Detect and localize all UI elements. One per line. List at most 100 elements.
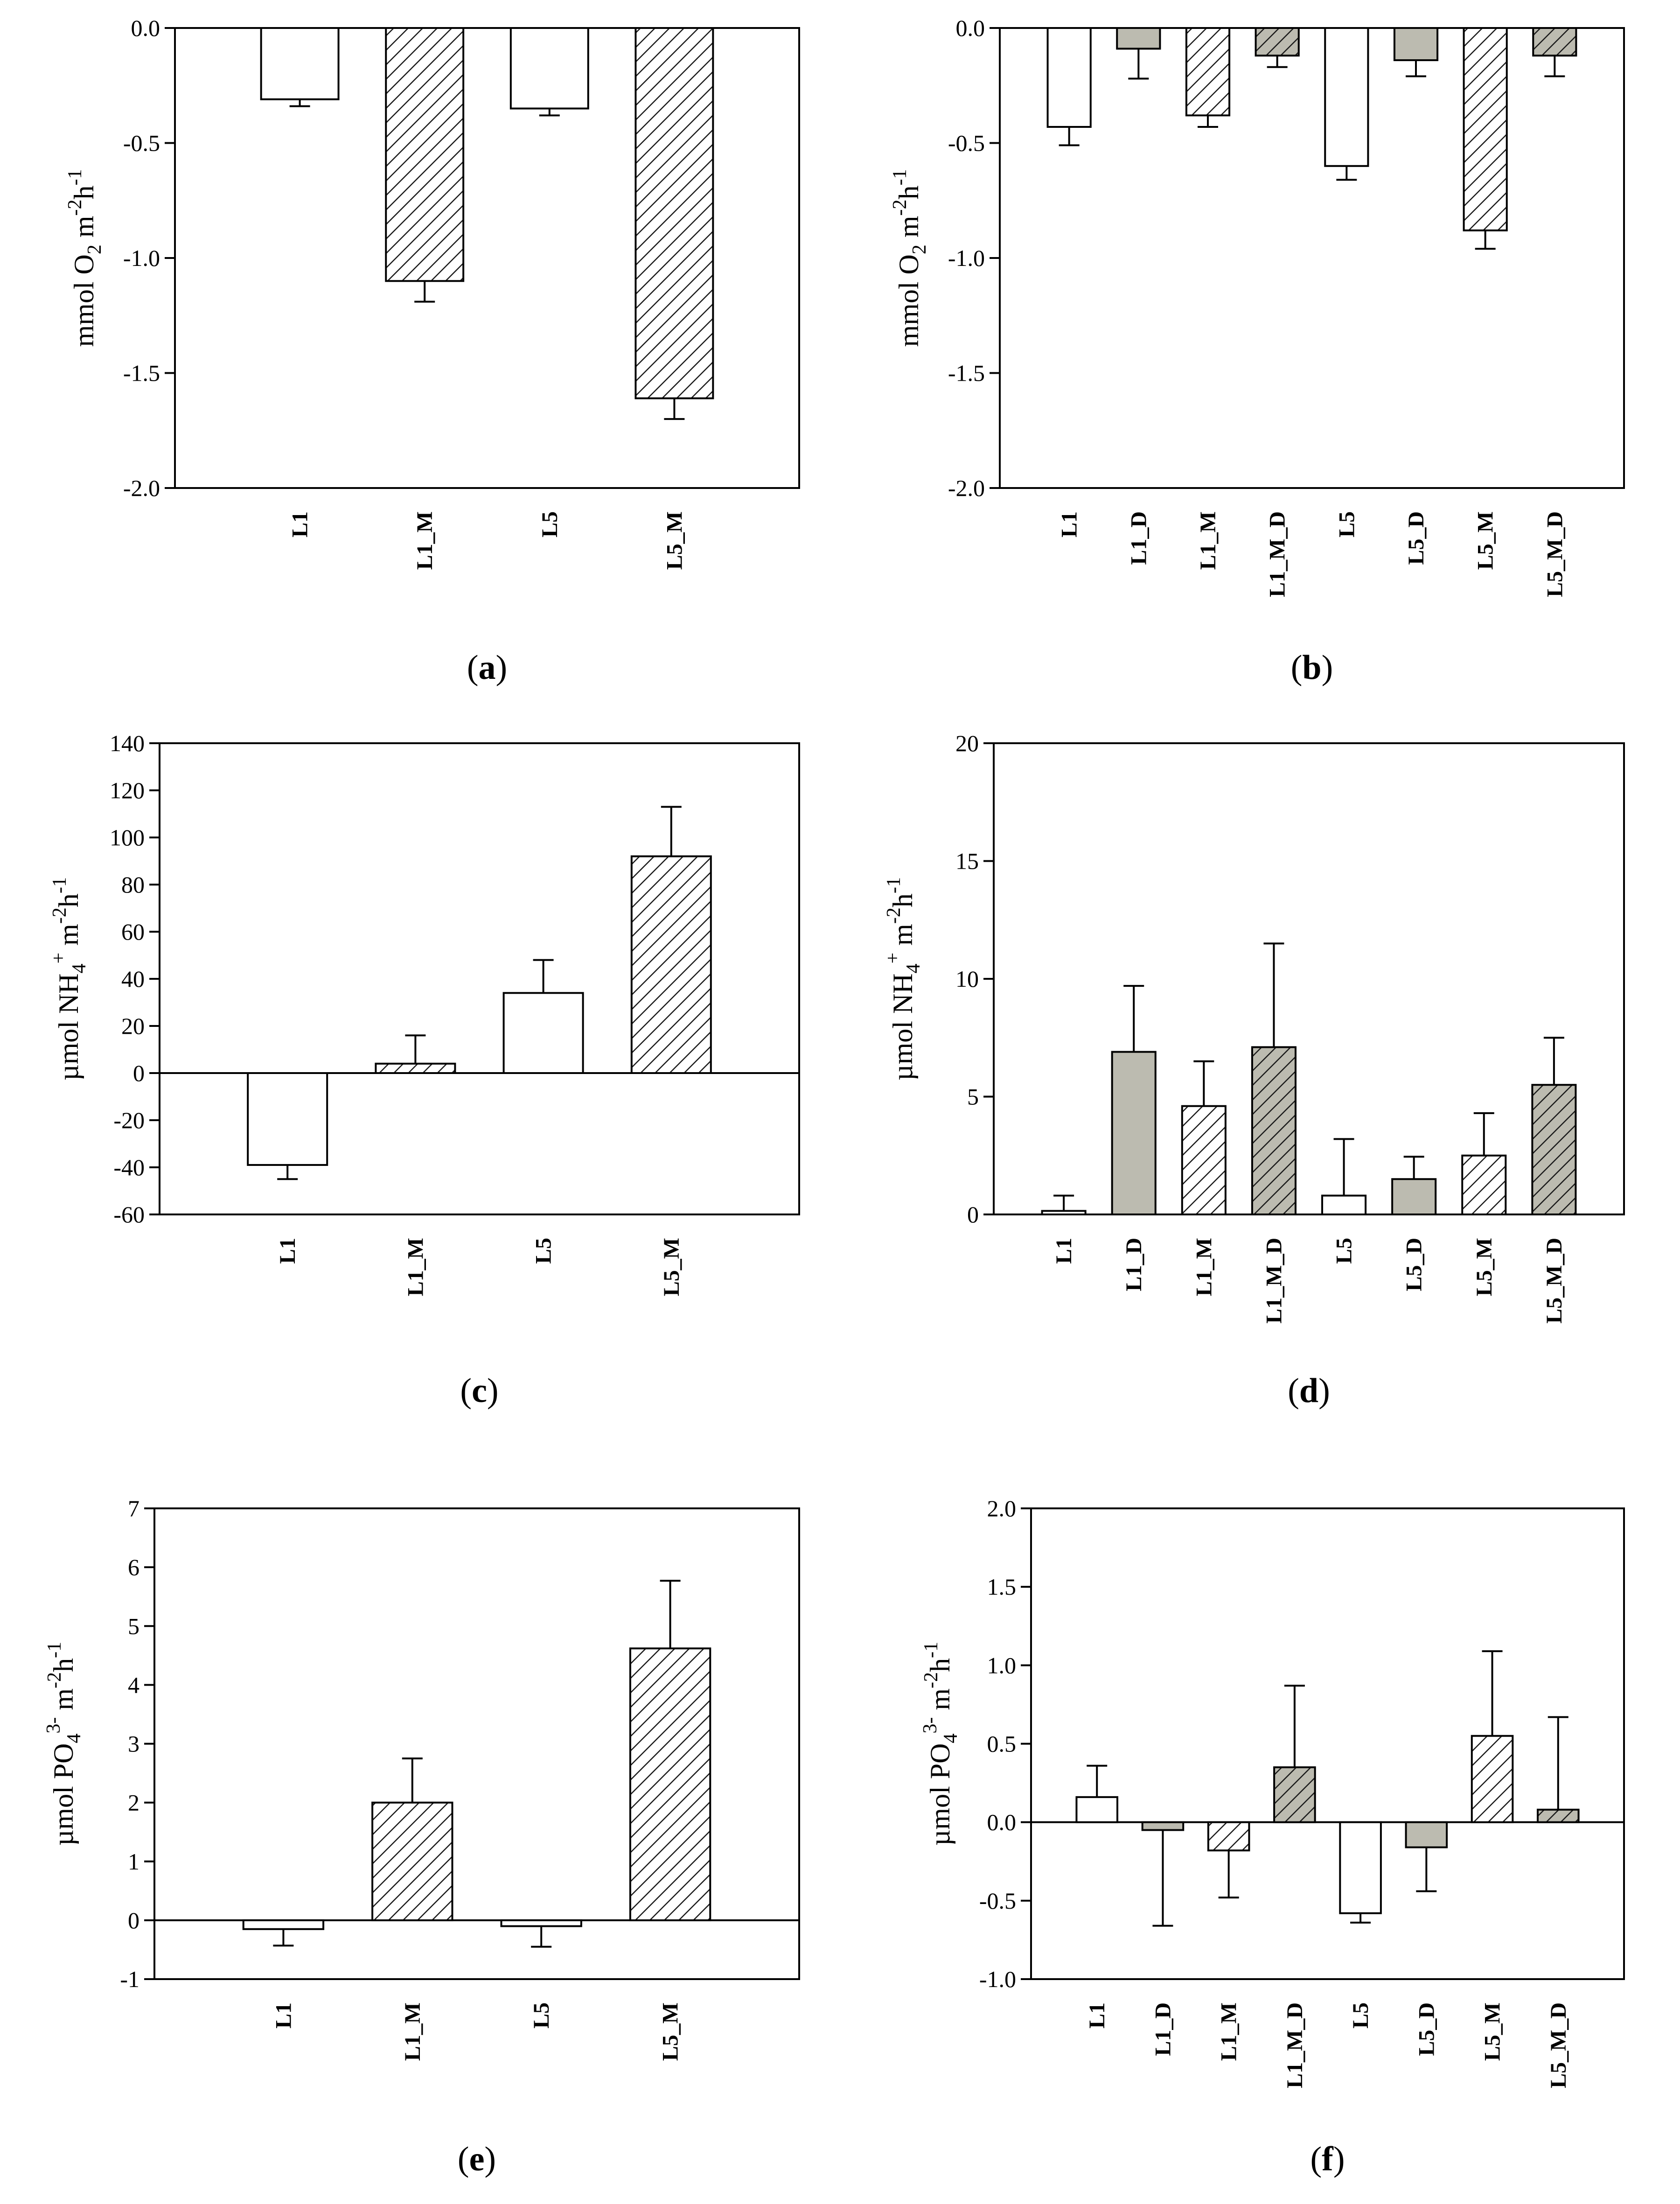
- x-tick-label-b: L5_M: [1473, 511, 1498, 570]
- y-tick-label-e: 7: [128, 1495, 139, 1521]
- bar-f-L5_M: [1471, 1735, 1514, 1823]
- panel-d: 20 15 10 5 0 L1 L1_D L1_M L1_M_D L5 L5_D L5_M L5_M_D…: [882, 730, 1625, 1410]
- y-tick-label-b: -1.5: [948, 360, 985, 386]
- y-tick-label-c: 100: [110, 824, 145, 851]
- x-tick-label-e: L5_M: [658, 2002, 683, 2061]
- x-tick-label-d: L5_D: [1402, 1238, 1427, 1291]
- y-tick-label-f: 1.5: [987, 1574, 1017, 1600]
- y-tick-label-a: -1.5: [123, 360, 160, 386]
- y-tick-label-c: -20: [113, 1107, 145, 1133]
- y-tick-label-e: 5: [128, 1613, 139, 1639]
- y-axis-label-c: µmol NH4+ m-2h-1: [48, 877, 90, 1081]
- bar-d-L1: [1041, 1210, 1087, 1216]
- y-tick-label-a: -0.5: [123, 130, 160, 156]
- y-tick-label-b: 0.0: [956, 15, 985, 41]
- x-tick-label-a: L1_M: [412, 511, 437, 570]
- bar-b-L1_M_D: [1255, 27, 1300, 57]
- bar-d-L5_M: [1461, 1154, 1507, 1215]
- y-axis-label-e: µmol PO43- m-2h-1: [43, 1642, 85, 1846]
- panel-caption-c: (c): [460, 1372, 498, 1410]
- y-tick-label-f: -1.0: [979, 1966, 1016, 1992]
- x-tick-label-d: L1_M_D: [1262, 1238, 1286, 1324]
- bar-e-L1_M: [371, 1801, 453, 1921]
- x-tick-label-b: L1_D: [1126, 511, 1151, 565]
- y-tick-label-e: -1: [120, 1966, 139, 1992]
- x-tick-label-c: L5_M: [659, 1238, 684, 1296]
- y-tick-label-f: 2.0: [987, 1495, 1017, 1521]
- x-tick-label-f: L1_M_D: [1283, 2002, 1307, 2088]
- panel-caption-d: (d): [1288, 1372, 1330, 1410]
- x-tick-label-d: L1_D: [1122, 1238, 1146, 1291]
- bar-d-L1_M_D: [1251, 1046, 1297, 1215]
- bar-c-L1: [247, 1072, 328, 1166]
- y-axis-label-b: mmol O2 m-2h-1: [889, 169, 930, 347]
- x-tick-label-b: L5: [1334, 511, 1359, 537]
- y-tick-label-d: 0: [967, 1201, 979, 1228]
- y-tick-label-c: 120: [110, 777, 145, 803]
- bar-e-L5: [500, 1919, 582, 1927]
- x-tick-label-c: L5: [531, 1238, 556, 1264]
- panel-b: 0.0 -0.5 -1.0 -1.5 -2.0 L1 L1_D L1_M L1_M_D L5 L5_…: [889, 15, 1625, 687]
- bar-a-L1: [260, 27, 340, 100]
- bar-d-L5_M_D: [1531, 1084, 1577, 1215]
- y-tick-label-c: -60: [113, 1201, 145, 1228]
- y-tick-label-f: -0.5: [979, 1888, 1016, 1914]
- bar-b-L5_D: [1393, 27, 1439, 62]
- bar-f-L1_M_D: [1273, 1766, 1316, 1823]
- y-tick-label-e: 2: [128, 1790, 139, 1816]
- bar-d-L5_D: [1391, 1178, 1437, 1215]
- y-tick-label-e: 1: [128, 1848, 139, 1875]
- x-tick-label-b: L1: [1057, 511, 1082, 537]
- panel-caption-f: (f): [1311, 2140, 1345, 2178]
- x-tick-label-a: L5_M: [662, 511, 687, 570]
- x-tick-label-f: L5_M_D: [1546, 2002, 1571, 2088]
- panel-f: 2.0 1.5 1.0 0.5 0.0 -0.5 -1.0 L1 L1_D L1_M L1_M_D L…: [920, 1495, 1625, 2178]
- y-tick-label-c: -40: [113, 1154, 145, 1180]
- bar-f-L5: [1339, 1821, 1382, 1914]
- y-tick-label-a: 0.0: [131, 15, 160, 41]
- bar-a-L1_M: [385, 27, 465, 282]
- bar-c-L5_M: [630, 855, 712, 1074]
- axes-frame-b: [999, 27, 1625, 489]
- bar-d-L1_D: [1111, 1051, 1157, 1216]
- bar-d-L5: [1321, 1194, 1367, 1216]
- x-tick-label-d: L1: [1052, 1238, 1076, 1264]
- bar-a-L5: [509, 27, 589, 110]
- bar-f-L5_D: [1405, 1821, 1448, 1848]
- y-tick-label-f: 0.0: [987, 1809, 1017, 1835]
- x-tick-label-d: L1_M: [1192, 1238, 1216, 1296]
- y-axis-label-d: µmol NH4+ m-2h-1: [882, 877, 924, 1081]
- bar-c-L5: [502, 992, 584, 1074]
- x-tick-label-f: L5_D: [1414, 2002, 1439, 2056]
- bar-d-L1_M: [1181, 1105, 1227, 1215]
- bar-b-L1_D: [1116, 27, 1161, 50]
- x-tick-label-e: L1: [271, 2002, 296, 2029]
- panel-a: 0.0 -0.5 -1.0 -1.5 -2.0 L1 L1_M L5 L5_M mmol O2 m…: [64, 15, 800, 687]
- x-tick-label-b: L1_M_D: [1265, 511, 1290, 597]
- x-tick-label-d: L5: [1332, 1238, 1357, 1264]
- y-tick-label-e: 0: [128, 1907, 139, 1933]
- bar-f-L1_D: [1141, 1821, 1185, 1831]
- bar-c-L1_M: [375, 1062, 456, 1074]
- x-tick-label-f: L1_M: [1217, 2002, 1241, 2061]
- y-tick-label-d: 15: [955, 848, 979, 874]
- y-tick-label-e: 6: [128, 1554, 139, 1580]
- x-tick-label-b: L5_M_D: [1542, 511, 1567, 597]
- y-tick-label-c: 40: [121, 966, 145, 992]
- y-tick-label-e: 3: [128, 1731, 139, 1757]
- y-tick-label-f: 0.5: [987, 1731, 1017, 1757]
- bar-b-L1_M: [1185, 27, 1231, 117]
- panel-caption-e: (e): [458, 2140, 496, 2178]
- y-tick-label-b: -2.0: [948, 475, 985, 501]
- y-tick-label-c: 20: [121, 1013, 145, 1039]
- y-tick-label-a: -1.0: [123, 245, 160, 271]
- y-tick-label-d: 10: [955, 966, 979, 992]
- y-axis-label-a: mmol O2 m-2h-1: [64, 169, 105, 347]
- y-tick-label-c: 0: [133, 1060, 145, 1086]
- x-tick-label-e: L5: [529, 2002, 554, 2029]
- y-tick-label-e: 4: [128, 1672, 139, 1698]
- y-axis-label-f: µmol PO43- m-2h-1: [920, 1642, 962, 1846]
- y-tick-label-d: 5: [967, 1084, 979, 1110]
- x-tick-label-f: L5: [1348, 2002, 1373, 2029]
